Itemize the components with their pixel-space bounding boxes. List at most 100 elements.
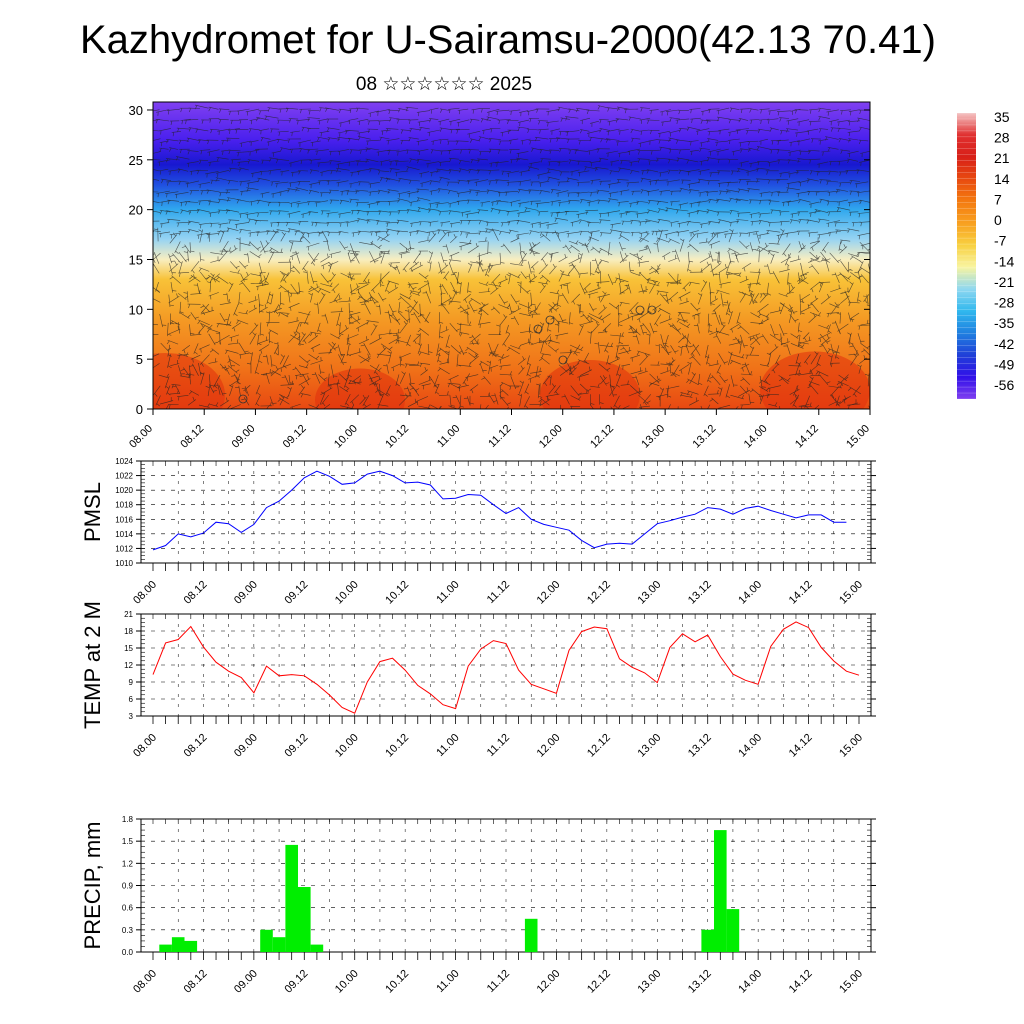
- x-tick-label: 11.00: [434, 732, 461, 759]
- colorbar-label: -42: [994, 336, 1014, 352]
- y-tick-label: 25: [129, 153, 143, 168]
- x-tick-label: 14.12: [787, 579, 815, 607]
- heatmap-field: [153, 102, 870, 409]
- y-tick-label: 0.3: [122, 926, 134, 935]
- precip-bar: [285, 844, 298, 952]
- y-tick-label: 15: [124, 644, 133, 653]
- x-tick-label: 10.12: [383, 732, 411, 760]
- x-tick-label: 13.12: [686, 579, 714, 607]
- warm-area-3: [315, 368, 405, 409]
- precip-bar: [726, 909, 740, 952]
- x-tick-label: 10.00: [333, 732, 361, 760]
- precip-bar: [298, 887, 311, 952]
- x-tick-label: 09.12: [282, 579, 310, 607]
- y-tick-label: 5: [136, 352, 143, 367]
- y-tick-label: 1022: [115, 472, 133, 481]
- colorbar-label: 28: [994, 130, 1010, 146]
- y-tick-label: 15: [129, 252, 143, 267]
- y-tick-label: 0.0: [122, 948, 134, 957]
- precip-bar: [310, 944, 324, 952]
- x-tick-label: 14.00: [742, 423, 770, 451]
- x-tick-label: 08.12: [182, 968, 210, 996]
- temp-panel: 3 6 9 12 15 18 21 08.00 08.12 09.00 09.12 10.00 10.1…: [80, 601, 876, 760]
- colorbar-label: -7: [994, 233, 1007, 249]
- y-tick-label: 1010: [115, 559, 133, 568]
- precip-bar: [171, 937, 185, 952]
- y-tick-label: 9: [129, 678, 134, 687]
- page-title: Kazhydromet for U-Sairamsu-2000(42.13 70…: [80, 18, 936, 62]
- x-tick-label: 11.00: [435, 423, 462, 450]
- y-tick-label: 1012: [115, 544, 133, 553]
- x-tick-label: 10.12: [383, 423, 411, 451]
- x-tick-label: 13.00: [635, 968, 663, 996]
- y-tick-label: 1024: [115, 457, 133, 466]
- x-tick-label: 15.00: [837, 579, 865, 607]
- y-tick-label: 30: [129, 103, 143, 118]
- precip-bar: [714, 830, 727, 952]
- y-tick-label: 1016: [115, 515, 133, 524]
- x-tick-label: 13.12: [691, 423, 719, 451]
- x-tick-label: 13.12: [686, 732, 714, 760]
- colorbar-label: -56: [994, 377, 1014, 393]
- y-tick-label: 12: [124, 661, 133, 670]
- x-tick-label: 14.12: [787, 732, 815, 760]
- colorbar-label: -28: [994, 295, 1014, 311]
- colorbar-label: 7: [994, 191, 1002, 207]
- page-subtitle: 08 ☆☆☆☆☆☆ 2025: [355, 74, 533, 95]
- precip-bar: [159, 944, 172, 952]
- x-tick-label: 09.12: [281, 423, 309, 451]
- x-tick-label: 12.00: [535, 968, 563, 996]
- x-tick-label: 12.12: [588, 423, 616, 451]
- y-tick-label: 0.6: [122, 904, 134, 913]
- warm-area-0: [153, 353, 225, 409]
- y-tick-label: 21: [124, 610, 133, 619]
- warm-area-2: [760, 351, 870, 409]
- x-tick-label: 13.00: [639, 423, 667, 451]
- x-tick-label: 11.12: [485, 968, 512, 995]
- x-tick-label: 15.00: [844, 423, 872, 451]
- x-tick-label: 12.12: [585, 732, 613, 760]
- x-tick-label: 09.12: [282, 732, 310, 760]
- x-tick-label: 08.12: [182, 732, 210, 760]
- x-tick-label: 14.00: [736, 968, 764, 996]
- colorbar: 35 28 21 14 7 0 -7 -14 -21 -28 -35 -42 -49 -56: [957, 109, 1014, 400]
- height-heatmap-panel: 0 5 10 15 20 25 30 08.00 08.12 09.00 09.12 10.00 10.…: [127, 101, 872, 451]
- calm-marker-5: [647, 305, 657, 315]
- x-tick-label: 13.12: [686, 968, 714, 996]
- x-tick-label: 09.00: [232, 579, 260, 607]
- x-tick-label: 08.00: [131, 579, 159, 607]
- precip-bar: [272, 937, 286, 952]
- calm-marker-3: [558, 355, 568, 365]
- x-tick-label: 08.00: [127, 423, 155, 451]
- x-tick-label: 15.00: [837, 732, 865, 760]
- series-line: [152, 621, 860, 714]
- x-tick-label: 14.00: [736, 579, 764, 607]
- pmsl-panel: 1010 1012 1014 1016 1018 1020 1022 1024 08.00 08.…: [80, 457, 876, 607]
- colorbar-label: -35: [994, 315, 1014, 331]
- x-tick-label: 11.00: [434, 968, 461, 995]
- x-tick-label: 08.12: [182, 579, 210, 607]
- y-tick-label: 10: [129, 302, 143, 317]
- x-tick-label: 08.00: [131, 732, 159, 760]
- x-tick-label: 10.12: [383, 579, 411, 607]
- x-tick-label: 13.00: [635, 579, 663, 607]
- x-tick-label: 09.00: [232, 968, 260, 996]
- y-tick-label: 1.8: [122, 815, 134, 824]
- x-tick-label: 13.00: [635, 732, 663, 760]
- x-tick-label: 11.12: [485, 579, 512, 606]
- colorbar-label: 14: [994, 171, 1010, 187]
- colorbar-label: -14: [994, 253, 1014, 269]
- y-tick-label: 1.5: [122, 837, 134, 846]
- x-tick-label: 15.00: [837, 968, 865, 996]
- x-tick-label: 10.12: [383, 968, 411, 996]
- calm-marker-2: [545, 315, 555, 325]
- x-tick-label: 09.12: [282, 968, 310, 996]
- x-tick-label: 14.12: [787, 968, 815, 996]
- x-tick-label: 14.12: [793, 423, 821, 451]
- y-axis-title: TEMP at 2 M: [80, 601, 105, 729]
- precip-panel: 0.0 0.3 0.6 0.9 1.2 1.5 1.8 08.00 08.12 09.00 09.1…: [80, 815, 876, 996]
- y-tick-label: 3: [129, 712, 134, 721]
- precip-bar: [524, 918, 538, 953]
- x-tick-label: 10.00: [333, 968, 361, 996]
